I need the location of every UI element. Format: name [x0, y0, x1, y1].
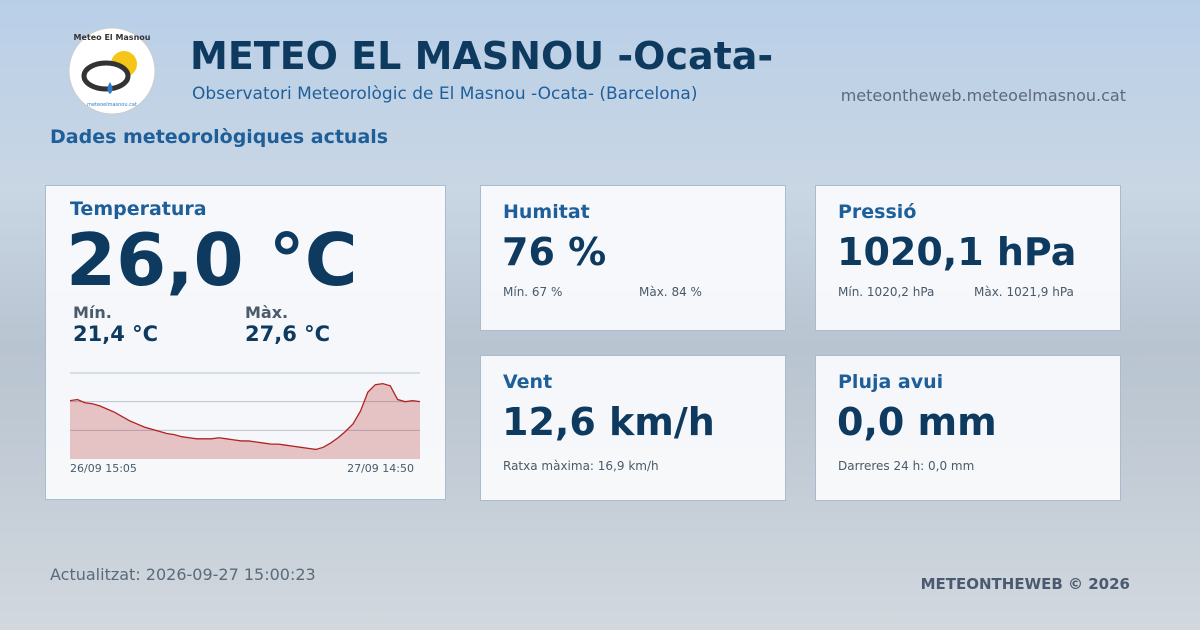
x-tick-label: 26/09 15:05	[70, 462, 137, 475]
rain-card: Pluja avui 0,0 mm Darreres 24 h: 0,0 mm	[815, 355, 1121, 501]
subtitle: Observatori Meteorològic de El Masnou -O…	[192, 84, 698, 104]
card-value: 0,0 mm	[837, 400, 997, 444]
sparkline: 26/09 15:05 27/09 14:50	[70, 372, 421, 475]
x-tick-label: 27/09 14:50	[347, 462, 414, 475]
card-label: Pluja avui	[838, 371, 944, 393]
logo-url: meteoelmasnou.cat	[87, 102, 137, 108]
wind-card: Vent 12,6 km/h Ratxa màxima: 16,9 km/h	[480, 355, 786, 501]
min-value: 21,4 °C	[73, 322, 159, 346]
card-value: 12,6 km/h	[502, 400, 715, 444]
brand: METEONTHEWEB © 2026	[920, 575, 1130, 593]
humidity-card: Humitat 76 % Mín. 67 % Màx. 84 %	[480, 185, 786, 331]
title: METEO EL MASNOU -Ocata-	[190, 34, 774, 78]
card-value: 26,0 °C	[66, 218, 358, 302]
card-label: Temperatura	[70, 198, 207, 220]
temperature-card: Temperatura 26,0 °C Mín. 21,4 °C Màx. 27…	[45, 185, 446, 500]
max-label: Màx.	[245, 303, 289, 322]
site-url: meteontheweb.meteoelmasnou.cat	[840, 86, 1126, 105]
logo-text: Meteo El Masnou	[74, 33, 151, 42]
pressure-card: Pressió 1020,1 hPa Mín. 1020,2 hPa Màx. …	[815, 185, 1121, 331]
note: Darreres 24 h: 0,0 mm	[838, 459, 975, 473]
line	[70, 382, 421, 451]
max-value: 27,6 °C	[245, 322, 331, 346]
max-text: Màx. 1021,9 hPa	[974, 285, 1074, 299]
min-text: Mín. 1020,2 hPa	[838, 285, 935, 299]
min-text: Mín. 67 %	[503, 285, 563, 299]
area-fill	[70, 383, 420, 459]
card-value: 1020,1 hPa	[837, 230, 1077, 274]
section-title: Dades meteorològiques actuals	[50, 126, 389, 148]
max-text: Màx. 84 %	[639, 285, 702, 299]
min-label: Mín.	[73, 303, 112, 322]
note: Ratxa màxima: 16,9 km/h	[503, 459, 659, 473]
card-label: Humitat	[503, 201, 590, 223]
logo: Meteo El Masnou meteoelmasnou.cat	[68, 27, 156, 115]
card-label: Pressió	[838, 201, 917, 223]
card-value: 76 %	[502, 230, 607, 274]
updated: Actualitzat: 2026-09-27 15:00:23	[50, 565, 316, 584]
card-label: Vent	[503, 371, 553, 393]
